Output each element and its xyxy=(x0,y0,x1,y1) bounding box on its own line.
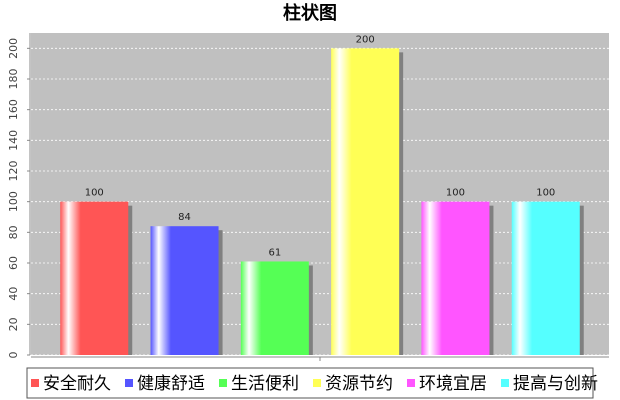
y-tick-label: 80 xyxy=(7,225,20,239)
y-tick-label: 180 xyxy=(7,69,20,90)
y-tick-label: 160 xyxy=(7,99,20,120)
chart-title: 柱状图 xyxy=(283,2,337,24)
bar xyxy=(60,201,129,355)
y-tick-label: 60 xyxy=(7,256,20,270)
bar xyxy=(511,201,580,355)
bar xyxy=(150,226,219,355)
legend-swatch xyxy=(501,379,509,387)
legend-label: 生活便利 xyxy=(231,374,299,394)
legend-swatch xyxy=(125,379,133,387)
data-label: 100 xyxy=(446,188,465,199)
legend-label: 环境宜居 xyxy=(419,374,487,394)
legend-swatch xyxy=(407,379,415,387)
legend-swatch xyxy=(219,379,227,387)
y-tick-label: 200 xyxy=(7,38,20,59)
data-label: 200 xyxy=(356,34,375,45)
y-tick-label: 0 xyxy=(7,352,20,359)
data-label: 100 xyxy=(85,188,104,199)
legend-label: 提高与创新 xyxy=(513,374,598,394)
legend-label: 健康舒适 xyxy=(137,374,205,394)
bar xyxy=(240,261,309,355)
y-tick-label: 40 xyxy=(7,287,20,301)
legend-swatch xyxy=(31,379,39,387)
legend-label: 安全耐久 xyxy=(43,374,111,394)
legend-label: 资源节约 xyxy=(325,374,393,394)
data-label: 100 xyxy=(536,188,555,199)
legend-swatch xyxy=(313,379,321,387)
y-tick-label: 120 xyxy=(7,161,20,182)
data-label: 84 xyxy=(178,212,191,223)
legend-box xyxy=(26,367,594,399)
bar xyxy=(421,201,490,355)
data-label: 61 xyxy=(268,247,281,258)
y-tick-label: 20 xyxy=(7,317,20,331)
y-tick-label: 140 xyxy=(7,130,20,151)
bar xyxy=(331,48,400,355)
y-tick-label: 100 xyxy=(7,191,20,212)
